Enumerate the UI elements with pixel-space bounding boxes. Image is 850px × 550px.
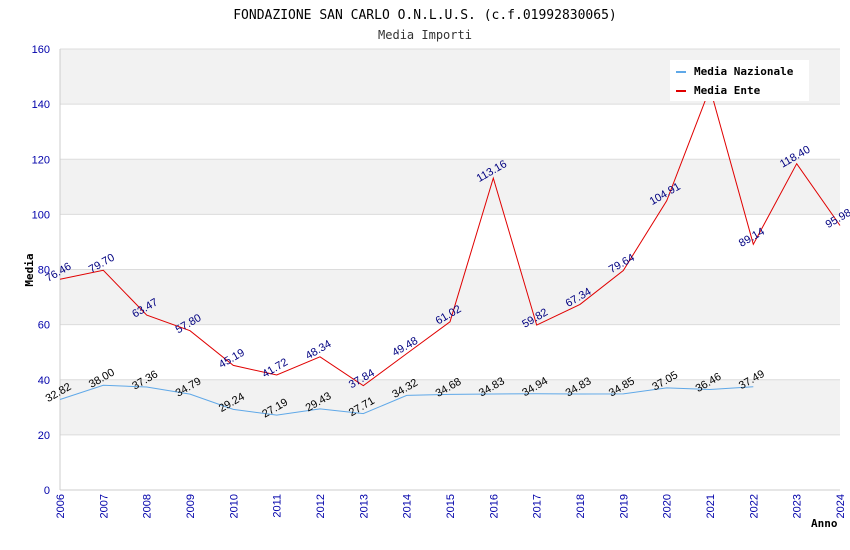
x-axis-label: Anno [811,517,838,530]
plot-band [60,104,840,160]
x-tick-label: 2018 [575,494,587,518]
x-tick-label: 2019 [618,494,630,518]
plot-band [60,269,840,325]
x-tick-label: 2017 [532,494,544,518]
y-tick-label: 0 [44,485,50,497]
plot-band [60,214,840,270]
y-tick-label: 120 [32,154,50,166]
x-tick-label: 2009 [185,494,197,518]
x-tick-label: 2014 [402,494,414,518]
x-tick-label: 2007 [98,494,110,518]
y-tick-label: 100 [32,209,50,221]
plot-band [60,434,840,490]
x-tick-label: 2020 [662,494,674,518]
series-line-media-nazionale [59,384,754,416]
x-tick-label: 2021 [705,494,717,518]
legend: Media Nazionale Media Ente [670,60,809,101]
y-tick-label: 160 [32,44,50,56]
x-tick-label: 2008 [142,494,154,518]
x-tick-label: 2012 [315,494,327,518]
y-tick-label: 60 [38,320,50,332]
axes [59,49,840,491]
y-tick-label: 40 [38,375,50,387]
y-tick-label: 80 [38,265,50,277]
x-tick-label: 2022 [748,494,760,518]
y-tick-label: 20 [38,430,50,442]
x-tick-label: 2015 [445,494,457,518]
y-tick-label: 140 [32,99,50,111]
x-tick-label: 2016 [488,494,500,518]
chart-subtitle: Media Importi [378,28,472,42]
plot-band [60,379,840,435]
y-tick-labels: 0 20 40 60 80 100 120 140 160 [32,44,50,497]
legend-label-media-nazionale: Media Nazionale [694,65,794,78]
chart-title: FONDAZIONE SAN CARLO O.N.L.U.S. (c.f.019… [233,8,617,23]
plot-band [60,324,840,380]
x-tick-label: 2023 [792,494,804,518]
x-tick-label: 2013 [358,494,370,518]
x-tick-label: 2011 [272,494,284,518]
x-tick-label: 2024 [835,494,847,518]
legend-box [670,60,809,101]
x-tick-label: 2006 [55,494,67,518]
plot-band [60,159,840,215]
y-axis-label: Media [23,253,36,286]
plot-bands [60,49,840,490]
x-tick-label: 2010 [228,494,240,518]
legend-label-media-ente: Media Ente [694,84,761,97]
x-tick-labels: 2006 2007 2008 2009 2010 2011 2012 2013 2014 2015… [55,494,847,518]
